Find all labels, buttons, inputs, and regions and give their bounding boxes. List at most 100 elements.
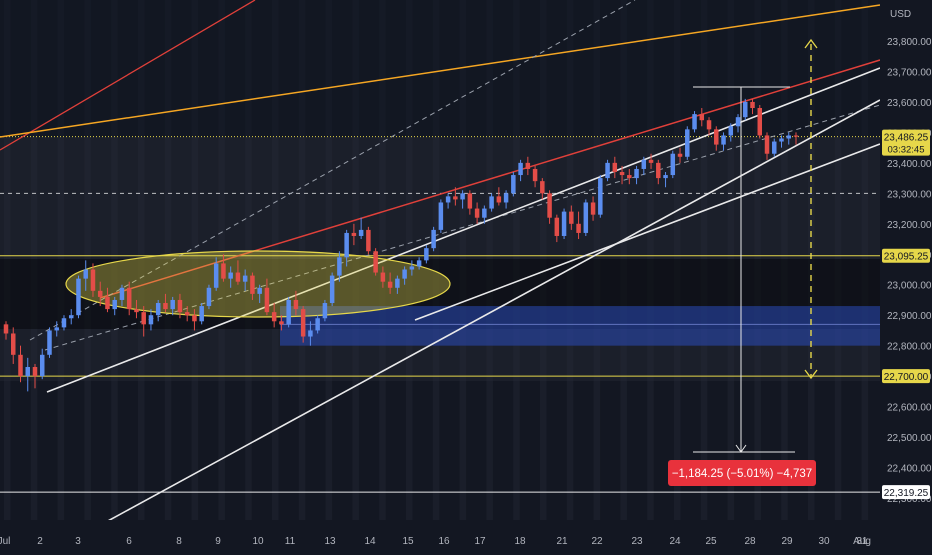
- candle[interactable]: [257, 284, 262, 304]
- candle[interactable]: [619, 165, 625, 185]
- price-tag-yellow[interactable]: 23,095.25: [882, 248, 930, 263]
- candle[interactable]: [366, 226, 371, 255]
- candle[interactable]: [337, 251, 342, 282]
- candle[interactable]: [3, 321, 9, 340]
- candle[interactable]: [126, 281, 132, 316]
- candle[interactable]: [54, 321, 59, 337]
- candle[interactable]: [68, 309, 74, 325]
- candle[interactable]: [409, 260, 415, 276]
- candle[interactable]: [358, 217, 364, 240]
- candle[interactable]: [90, 263, 96, 297]
- price-tag-yellow[interactable]: 22,700.00: [882, 369, 930, 384]
- candle[interactable]: [518, 159, 523, 182]
- candle[interactable]: [97, 281, 103, 307]
- candle[interactable]: [648, 153, 654, 169]
- candle[interactable]: [380, 266, 386, 288]
- candle[interactable]: [757, 104, 763, 139]
- candle[interactable]: [714, 126, 719, 151]
- candle[interactable]: [743, 98, 748, 121]
- candle[interactable]: [47, 327, 52, 358]
- candle[interactable]: [213, 257, 219, 291]
- candle[interactable]: [315, 315, 320, 334]
- candle[interactable]: [772, 138, 777, 157]
- candle[interactable]: [692, 111, 697, 133]
- candle[interactable]: [228, 266, 233, 288]
- candle[interactable]: [11, 327, 16, 364]
- candle[interactable]: [561, 208, 567, 240]
- candle[interactable]: [199, 303, 204, 325]
- candle[interactable]: [242, 269, 248, 291]
- candle[interactable]: [170, 296, 175, 316]
- candle[interactable]: [793, 132, 799, 145]
- candle[interactable]: [271, 303, 277, 328]
- candle[interactable]: [344, 229, 349, 267]
- candle[interactable]: [416, 257, 422, 270]
- candle[interactable]: [286, 296, 291, 328]
- candle[interactable]: [569, 205, 574, 230]
- candle[interactable]: [583, 199, 589, 236]
- candle[interactable]: [264, 278, 270, 316]
- candle[interactable]: [141, 306, 146, 337]
- currency-label[interactable]: USD: [890, 9, 911, 20]
- candle[interactable]: [177, 293, 183, 319]
- candle[interactable]: [424, 245, 429, 264]
- candle[interactable]: [706, 117, 712, 136]
- candle[interactable]: [250, 272, 255, 300]
- candle[interactable]: [148, 309, 154, 331]
- price-tag-white[interactable]: 22,319.25: [882, 485, 930, 500]
- candle[interactable]: [641, 156, 647, 176]
- candle[interactable]: [438, 199, 444, 233]
- candle[interactable]: [119, 284, 125, 307]
- candle[interactable]: [721, 132, 726, 151]
- candle[interactable]: [155, 299, 161, 322]
- candle[interactable]: [612, 156, 618, 179]
- measure-label[interactable]: −1,184.25 (−5.01%) −4,737: [668, 460, 816, 486]
- candle[interactable]: [300, 306, 306, 343]
- candle[interactable]: [279, 315, 284, 331]
- candle[interactable]: [699, 108, 705, 127]
- candle[interactable]: [532, 165, 538, 188]
- candle[interactable]: [373, 248, 378, 276]
- candle[interactable]: [322, 299, 328, 322]
- candle[interactable]: [786, 132, 791, 145]
- candle[interactable]: [489, 193, 494, 212]
- candle[interactable]: [445, 193, 451, 209]
- time-axis[interactable]: Jul 2 3 6 8 9 10 11 13 14 15 16 17 18 21 22 23 24 25 28 29 30…: [0, 520, 932, 550]
- candle[interactable]: [308, 321, 313, 346]
- candle[interactable]: [634, 165, 639, 185]
- candle[interactable]: [735, 114, 741, 133]
- candle[interactable]: [554, 214, 560, 243]
- candle[interactable]: [76, 275, 81, 319]
- candle[interactable]: [656, 159, 661, 185]
- candle[interactable]: [503, 190, 509, 209]
- candle[interactable]: [467, 190, 473, 215]
- candle[interactable]: [525, 156, 531, 176]
- candle[interactable]: [764, 132, 770, 160]
- price-axis[interactable]: USD23,800.0023,700.0023,600.0023,500.002…: [880, 0, 932, 550]
- candle[interactable]: [61, 315, 67, 331]
- candle[interactable]: [474, 202, 480, 224]
- candle[interactable]: [511, 172, 516, 197]
- candle[interactable]: [351, 223, 357, 246]
- candle[interactable]: [598, 175, 603, 218]
- candle[interactable]: [395, 275, 400, 294]
- candle[interactable]: [677, 147, 683, 163]
- candle[interactable]: [329, 272, 335, 307]
- candle[interactable]: [192, 309, 197, 331]
- candle[interactable]: [83, 260, 88, 291]
- candles-layer[interactable]: [3, 98, 799, 392]
- candle[interactable]: [547, 190, 552, 224]
- candle[interactable]: [453, 187, 458, 206]
- candle[interactable]: [590, 196, 596, 221]
- candle[interactable]: [482, 205, 487, 224]
- candle[interactable]: [221, 254, 226, 282]
- candle[interactable]: [112, 296, 117, 316]
- candle[interactable]: [39, 348, 45, 380]
- candle[interactable]: [105, 287, 110, 313]
- candle[interactable]: [387, 272, 393, 294]
- candle[interactable]: [663, 172, 668, 188]
- candle[interactable]: [431, 226, 436, 252]
- candle[interactable]: [293, 290, 299, 316]
